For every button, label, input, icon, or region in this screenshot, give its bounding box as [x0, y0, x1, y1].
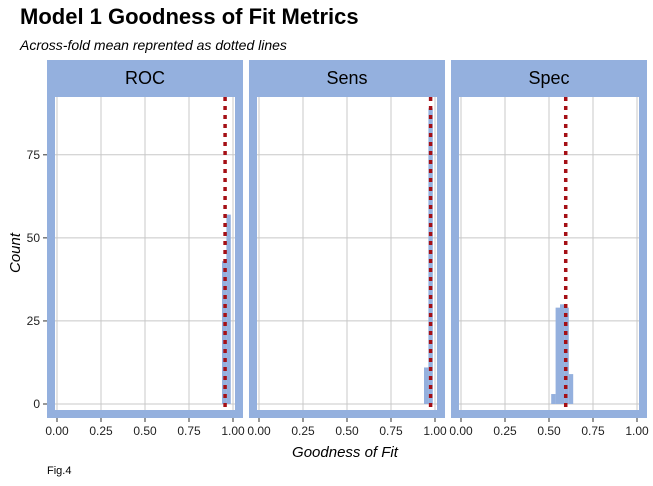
y-tick-label-2: 50 — [27, 231, 41, 245]
histogram-bar-spec-4 — [568, 374, 574, 404]
figure-caption: Fig.4 — [47, 465, 72, 477]
x-tick-label-roc-0: 0.00 — [45, 424, 69, 438]
y-tick-label-1: 25 — [27, 314, 41, 328]
histogram-bar-spec-2 — [560, 304, 565, 404]
x-tick-label-sens-4: 1.00 — [423, 424, 447, 438]
histogram-bar-sens-1 — [428, 108, 433, 405]
x-tick-label-roc-2: 0.50 — [133, 424, 157, 438]
y-tick-label-3: 75 — [27, 148, 41, 162]
x-tick-label-sens-0: 0.00 — [247, 424, 271, 438]
histogram-bar-spec-1 — [555, 307, 560, 404]
y-tick-label-0: 0 — [33, 397, 40, 411]
x-tick-label-spec-0: 0.00 — [449, 424, 473, 438]
histogram-bar-spec-0 — [551, 394, 556, 404]
x-axis-title: Goodness of Fit — [292, 444, 399, 461]
histogram-bar-roc-1 — [226, 214, 231, 404]
x-tick-label-roc-4: 1.00 — [221, 424, 245, 438]
x-tick-label-spec-1: 0.25 — [493, 424, 517, 438]
x-tick-label-sens-3: 0.75 — [379, 424, 403, 438]
x-tick-label-roc-1: 0.25 — [89, 424, 113, 438]
x-tick-label-spec-3: 0.75 — [581, 424, 605, 438]
histogram-bar-spec-3 — [564, 307, 569, 404]
histogram-bar-sens-0 — [424, 367, 429, 404]
x-tick-label-sens-1: 0.25 — [291, 424, 315, 438]
x-tick-label-sens-2: 0.50 — [335, 424, 359, 438]
x-tick-label-spec-2: 0.50 — [537, 424, 561, 438]
chart-title: Model 1 Goodness of Fit Metrics — [20, 4, 359, 29]
chart-subtitle: Across-fold mean reprented as dotted lin… — [20, 37, 287, 53]
y-axis-title: Count — [7, 232, 24, 273]
x-tick-label-roc-3: 0.75 — [177, 424, 201, 438]
facet-label-roc: ROC — [125, 68, 165, 88]
facet-label-sens: Sens — [326, 68, 367, 88]
x-tick-label-spec-4: 1.00 — [625, 424, 649, 438]
facet-label-spec: Spec — [528, 68, 569, 88]
